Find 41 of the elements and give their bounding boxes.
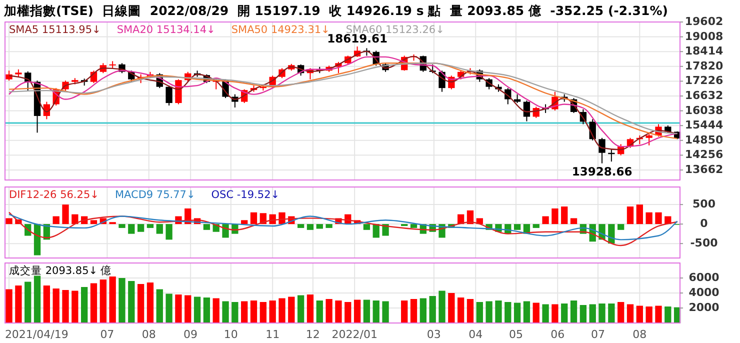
series-label: 成交量 2093.85↓ [9, 264, 98, 277]
series-label: DIF12-26 56.25↓ [9, 189, 99, 201]
y-tick-label: 6000 [688, 271, 720, 284]
y-tick-label: 16038 [684, 104, 724, 117]
x-tick-label: 09 [184, 328, 198, 341]
series-label: OSC -19.52↓ [211, 189, 280, 201]
x-tick-label: 03 [426, 328, 441, 341]
y-tick-label: 16632 [684, 88, 724, 102]
x-tick-label: 2021/04/19 [4, 328, 68, 341]
y-tick-label: 4000 [688, 286, 720, 300]
y-tick-label: 18414 [684, 44, 724, 58]
y-axis-title: 億 [100, 264, 112, 277]
y-tick-label: 19602 [684, 15, 724, 28]
x-tick-label: 11 [266, 328, 280, 341]
y-tick-label: -500 [690, 236, 718, 250]
x-tick-label: 12 [306, 328, 320, 341]
x-tick-label: 07 [590, 328, 605, 341]
x-tick-label: 07 [100, 328, 114, 341]
x-tick-label: 04 [468, 328, 483, 341]
y-tick-label: 14850 [684, 133, 724, 146]
y-tick-label: 2000 [688, 301, 720, 314]
y-tick-label: 14256 [684, 148, 724, 162]
x-tick-label: 06 [550, 328, 565, 341]
text: SMA20 15134.14↓ [116, 24, 216, 36]
y-tick-label: 13662 [684, 162, 724, 176]
series-label: MACD9 75.77↓ [114, 189, 196, 201]
x-tick-label: 08 [632, 328, 647, 341]
chart-title: 加權指數(TSE) 日線圖 2022/08/29 開 15197.19 收 14926.19 s 點 量 2093.85 億 -352.25 (-2.31%) [3, 3, 668, 18]
x-tick-label: 05 [508, 328, 523, 341]
y-tick-label: 15444 [684, 118, 724, 132]
y-tick-label: 0 [700, 217, 708, 230]
y-tick-label: 17226 [684, 74, 724, 88]
x-tick-label: 10 [224, 328, 238, 341]
y-tick-label: 500 [692, 198, 716, 211]
x-tick-label: 08 [142, 328, 156, 341]
x-tick-label: 2022/01 [332, 328, 378, 341]
y-tick-label: 17820 [684, 59, 724, 72]
y-tick-label: 19008 [684, 30, 724, 43]
text: SMA50 14923.31↓ [231, 24, 330, 36]
text: SMA5 15113.95↓ [9, 24, 101, 36]
annotation: 13928.66 [572, 164, 632, 178]
